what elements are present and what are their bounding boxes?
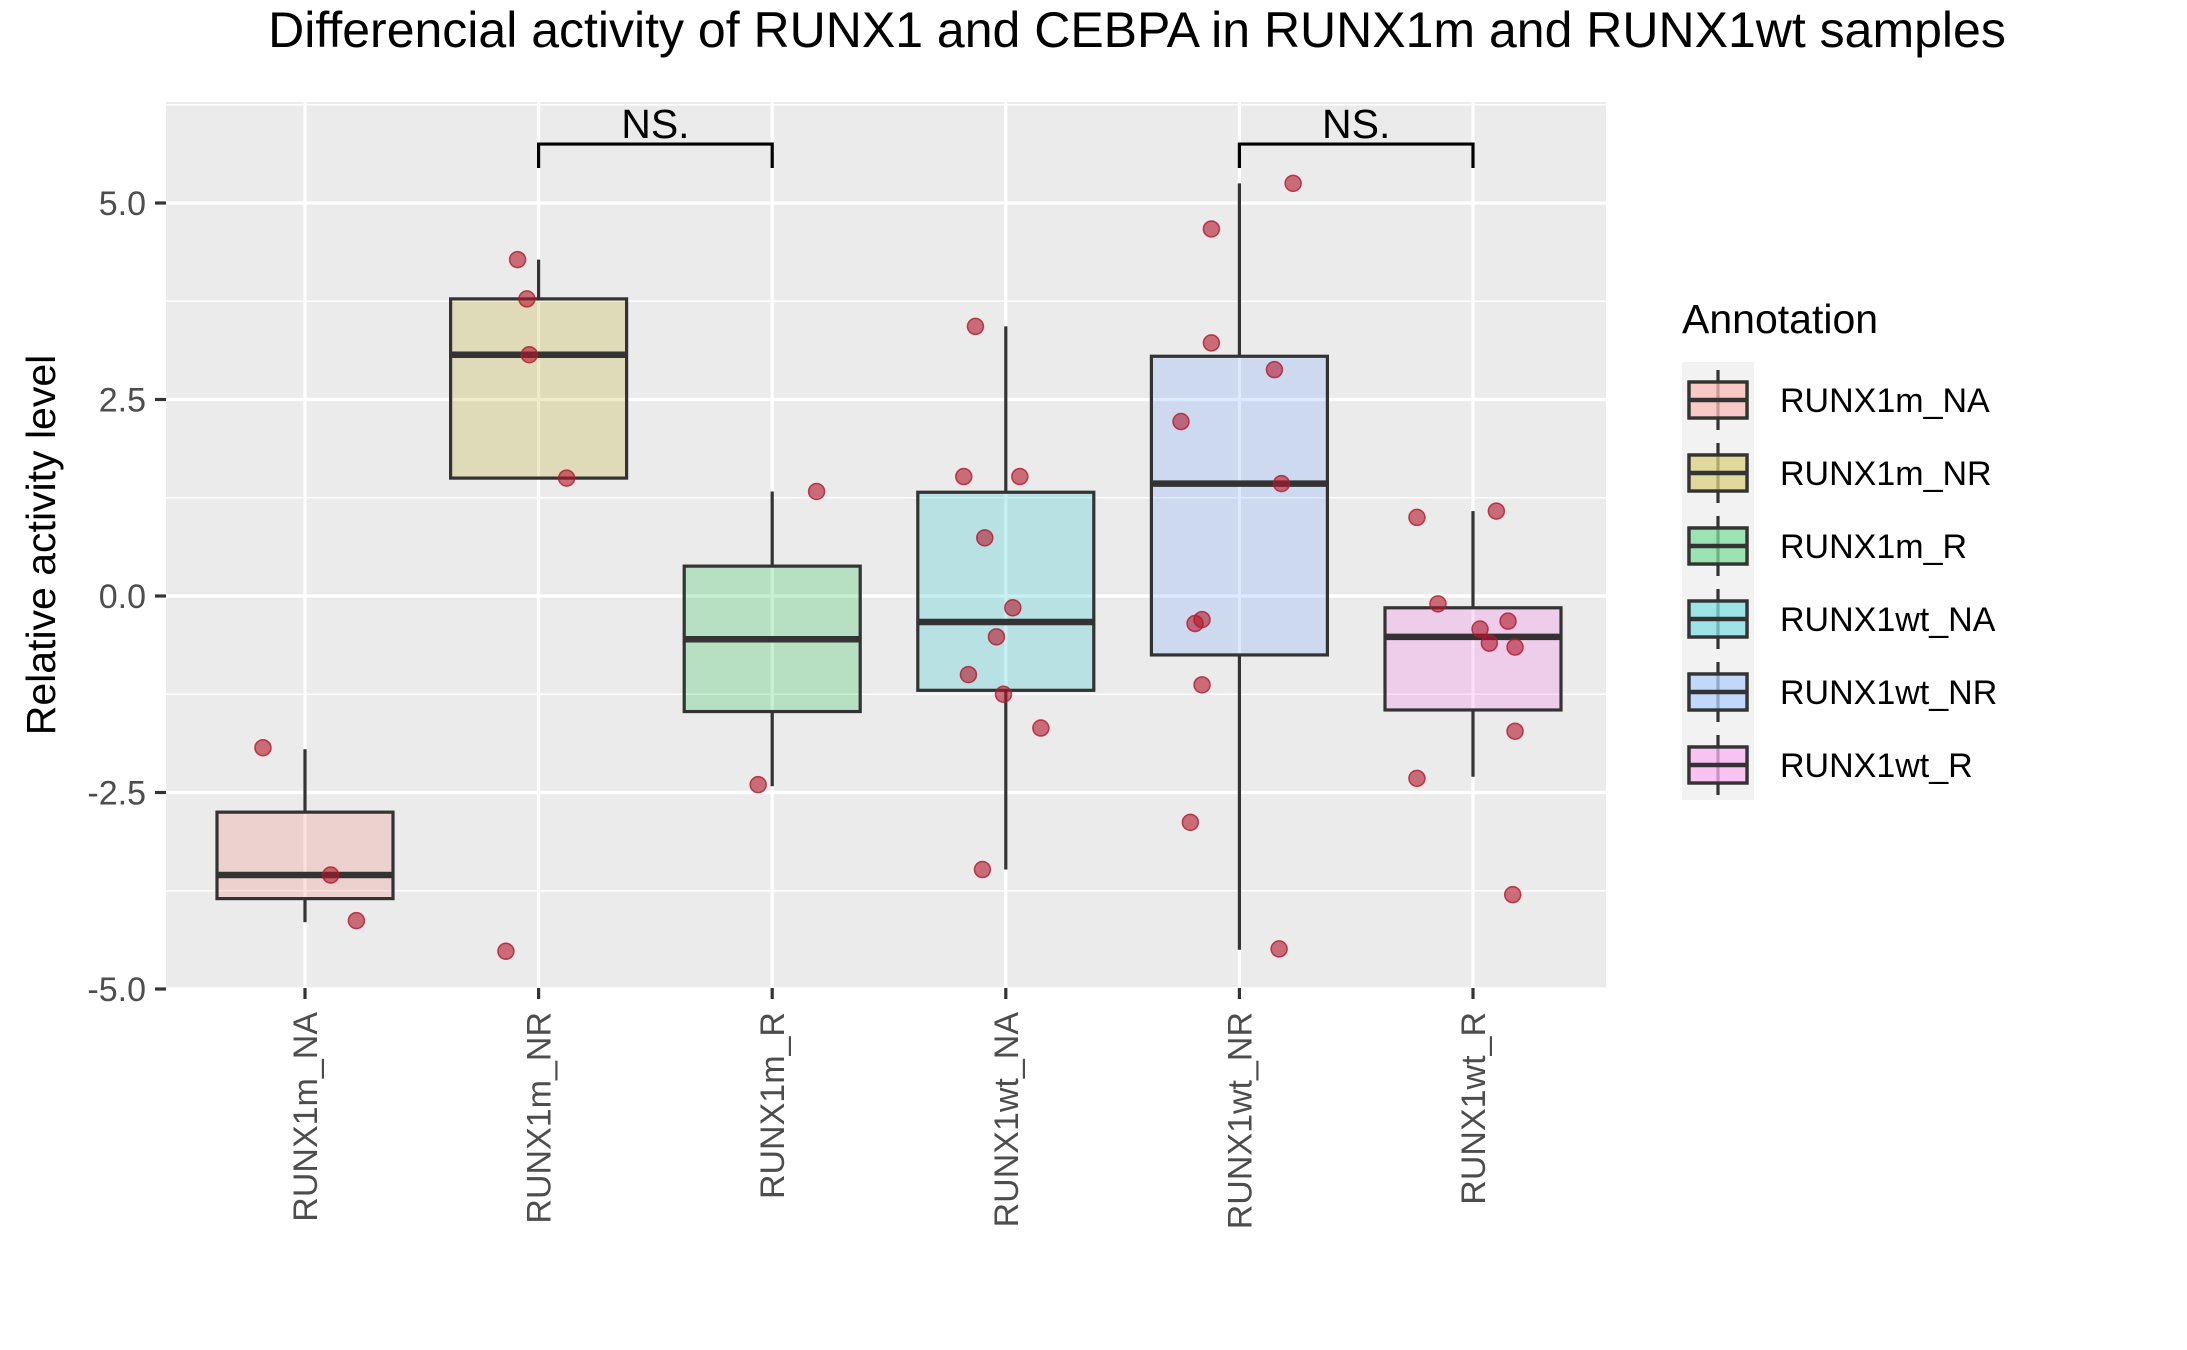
- box-runx1m-na: [215, 749, 395, 923]
- x-tick-label: RUNX1wt_NR: [1221, 1012, 1259, 1229]
- bracket-line: [537, 142, 774, 169]
- box-runx1m-r: [682, 491, 862, 787]
- legend-label: RUNX1m_NA: [1780, 382, 1990, 420]
- data-point: [1272, 474, 1291, 493]
- x-tick-label: RUNX1wt_R: [1455, 1012, 1493, 1205]
- data-point: [518, 290, 536, 308]
- data-point: [1471, 620, 1489, 638]
- significance-bracket: NS.: [1237, 101, 1475, 169]
- data-point: [1265, 360, 1284, 379]
- box-body: [449, 297, 629, 480]
- data-point: [1408, 508, 1426, 527]
- box-body: [1149, 354, 1330, 657]
- y-axis: 5.0 2.5 0.0 -2.5 -5.0: [87, 185, 166, 1009]
- y-tick-label: 5.0: [99, 185, 146, 223]
- data-point: [508, 250, 527, 269]
- chart-title: Differencial activity of RUNX1 and CEBPA…: [268, 2, 2006, 58]
- data-point: [959, 665, 978, 684]
- legend-title: Annotation: [1682, 296, 1878, 342]
- x-tick-label: RUNX1wt_NA: [988, 1012, 1026, 1228]
- legend-item: RUNX1wt_R: [1687, 735, 1973, 795]
- x-tick-label: RUNX1m_NR: [521, 1012, 559, 1224]
- data-point: [1011, 467, 1029, 486]
- data-point: [1429, 595, 1447, 613]
- legend-label: RUNX1wt_NR: [1780, 674, 1997, 712]
- data-point: [1172, 412, 1190, 431]
- legend-item: RUNX1wt_NR: [1687, 662, 1997, 722]
- legend-item: RUNX1wt_NA: [1687, 589, 1996, 649]
- box-runx1wt-r: [1383, 511, 1563, 777]
- legend-label: RUNX1m_R: [1780, 528, 1967, 566]
- data-point: [254, 738, 272, 757]
- data-point: [966, 317, 985, 336]
- y-tick-label: -5.0: [87, 971, 146, 1009]
- data-point: [987, 628, 1006, 646]
- minor-gridlines: [166, 103, 1606, 892]
- legend: Annotation RUNX1m_NA RUNX1m_NR RUNX1m_R RUNX…: [1682, 296, 1997, 800]
- x-tick-label: RUNX1m_NA: [287, 1012, 325, 1222]
- major-gridlines: [166, 102, 1606, 991]
- data-point: [976, 529, 994, 547]
- box-body: [1383, 606, 1563, 712]
- data-point: [1506, 722, 1524, 740]
- data-point: [1503, 885, 1522, 904]
- data-point: [557, 469, 576, 487]
- y-tick-label: 0.0: [99, 578, 146, 616]
- data-point: [807, 482, 826, 501]
- significance-brackets: NS. NS.: [537, 101, 1475, 169]
- legend-item: RUNX1m_R: [1687, 516, 1967, 576]
- data-point: [1284, 174, 1302, 193]
- box-body: [215, 810, 395, 901]
- data-point: [1181, 813, 1200, 832]
- data-point: [1202, 334, 1221, 352]
- y-axis-title: Relative activity level: [18, 355, 64, 736]
- data-point: [1408, 769, 1426, 788]
- data-point: [1487, 502, 1506, 520]
- data-point: [321, 866, 340, 884]
- data-point: [1202, 220, 1221, 238]
- box-layer: [215, 183, 1563, 950]
- legend-item: RUNX1m_NR: [1687, 443, 1992, 503]
- data-point: [1004, 599, 1022, 617]
- data-point: [1506, 638, 1524, 656]
- x-axis: RUNX1m_NA RUNX1m_NR RUNX1m_R RUNX1wt_NA RUNX…: [287, 988, 1493, 1229]
- data-point: [347, 911, 366, 930]
- data-point: [1480, 634, 1499, 652]
- data-point: [1499, 612, 1517, 630]
- y-tick-label: -2.5: [87, 775, 146, 813]
- data-point: [1193, 676, 1211, 694]
- legend-key-background: [1682, 362, 1754, 800]
- box-body: [916, 490, 1096, 692]
- data-point: [497, 942, 515, 961]
- legend-label: RUNX1m_NR: [1780, 455, 1992, 493]
- data-point: [955, 467, 973, 486]
- data-point: [1032, 719, 1050, 737]
- point-layer: [254, 174, 1524, 961]
- plot-panel-background: [166, 102, 1606, 988]
- data-point: [749, 775, 767, 794]
- box-runx1m-nr: [449, 259, 629, 480]
- y-tick-label: 2.5: [99, 382, 146, 420]
- box-runx1wt-nr: [1149, 183, 1330, 950]
- x-tick-label: RUNX1m_R: [754, 1012, 792, 1199]
- data-point: [520, 345, 539, 364]
- data-point: [994, 685, 1013, 703]
- box-runx1wt-na: [916, 326, 1096, 870]
- significance-label: NS.: [621, 101, 689, 147]
- data-point: [973, 860, 992, 879]
- data-point: [1193, 610, 1211, 629]
- bracket-line: [1237, 142, 1475, 169]
- data-point: [1270, 940, 1288, 958]
- legend-label: RUNX1wt_NA: [1780, 601, 1996, 639]
- legend-label: RUNX1wt_R: [1780, 747, 1973, 785]
- legend-item: RUNX1m_NA: [1687, 370, 1990, 430]
- significance-label: NS.: [1322, 101, 1390, 147]
- significance-bracket: NS.: [537, 101, 774, 169]
